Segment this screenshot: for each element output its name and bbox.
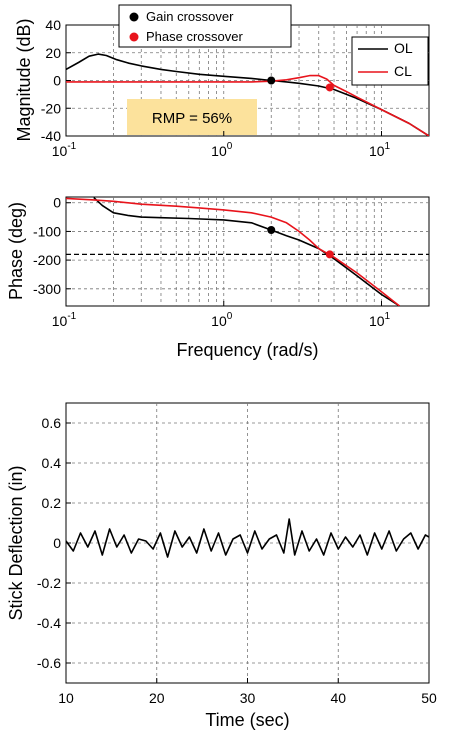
magnitude-xtick-label: 101 bbox=[369, 141, 391, 159]
marker-legend: Gain crossover Phase crossover bbox=[118, 4, 292, 48]
rmp-annotation: RMP = 56% bbox=[152, 110, 232, 127]
cl-phase-line bbox=[66, 197, 400, 306]
stick-deflection-plot: -0.6 -0.4 -0.2 0 0.2 0.4 0.6 10 20 30 40 50 Stick De… bbox=[6, 402, 437, 730]
time-ytick-label: 0.2 bbox=[42, 495, 62, 511]
magnitude-ytick-label: -20 bbox=[41, 100, 61, 116]
time-ytick-label: 0.4 bbox=[42, 455, 62, 471]
ol-phase-line bbox=[93, 197, 400, 306]
magnitude-xtick-label: 10-1 bbox=[52, 141, 77, 159]
magnitude-xtick-label: 100 bbox=[211, 141, 233, 159]
gain-crossover-legend-label: Gain crossover bbox=[146, 9, 234, 24]
time-ytick-label: -0.4 bbox=[37, 615, 61, 631]
time-ylabel: Stick Deflection (in) bbox=[6, 465, 26, 620]
stick-time-line bbox=[66, 518, 429, 558]
phase-crossover-legend-label: Phase crossover bbox=[146, 29, 243, 44]
time-xtick-label: 30 bbox=[240, 690, 256, 706]
rmp-annotation-box bbox=[127, 99, 257, 135]
phase-xtick-label: 100 bbox=[211, 311, 233, 329]
cl-magnitude-line bbox=[66, 74, 429, 136]
line-legend: OL CL bbox=[351, 36, 429, 86]
time-xtick-label: 50 bbox=[421, 690, 437, 706]
time-ytick-label: -0.2 bbox=[37, 575, 61, 591]
time-xtick-label: 10 bbox=[58, 690, 74, 706]
phase-ylabel: Phase (deg) bbox=[6, 202, 26, 300]
phase-xtick-label: 10-1 bbox=[52, 311, 77, 329]
magnitude-ytick-label: 20 bbox=[45, 45, 61, 61]
magnitude-ytick-label: -40 bbox=[41, 128, 61, 144]
magnitude-ylabel: Magnitude (dB) bbox=[14, 18, 34, 141]
phase-ytick-label: -200 bbox=[33, 252, 61, 268]
cl-legend-label: CL bbox=[394, 63, 412, 79]
time-ytick-label: -0.6 bbox=[37, 655, 61, 671]
phase-crossover-legend-marker bbox=[129, 32, 139, 42]
time-xtick-label: 20 bbox=[149, 690, 165, 706]
magnitude-plot: RMP = 56% -40 -20 0 20 40 10-1 100 101 Magnitude… bbox=[14, 4, 430, 159]
phase-xlabel: Frequency (rad/s) bbox=[176, 340, 318, 360]
phase-xtick-label: 101 bbox=[369, 311, 391, 329]
gain-crossover-magnitude-point bbox=[267, 76, 276, 85]
phase-ytick-label: 0 bbox=[53, 195, 61, 211]
ol-legend-label: OL bbox=[394, 40, 413, 56]
magnitude-ytick-label: 0 bbox=[53, 73, 61, 89]
ol-magnitude-line bbox=[66, 53, 429, 136]
time-xlabel: Time (sec) bbox=[205, 710, 289, 730]
phase-crossover-phase-point bbox=[325, 250, 334, 259]
phase-ytick-label: -300 bbox=[33, 281, 61, 297]
gain-crossover-legend-marker bbox=[129, 12, 139, 22]
magnitude-ytick-label: 40 bbox=[45, 17, 61, 33]
phase-plot: -300 -200 -100 0 10-1 100 101 Phase (deg) Freque… bbox=[6, 195, 430, 360]
phase-crossover-magnitude-point bbox=[325, 83, 334, 92]
time-ytick-label: 0 bbox=[53, 535, 61, 551]
time-xtick-label: 40 bbox=[330, 690, 346, 706]
gain-crossover-phase-point bbox=[267, 225, 276, 234]
time-ytick-label: 0.6 bbox=[42, 415, 62, 431]
phase-ytick-label: -100 bbox=[33, 223, 61, 239]
